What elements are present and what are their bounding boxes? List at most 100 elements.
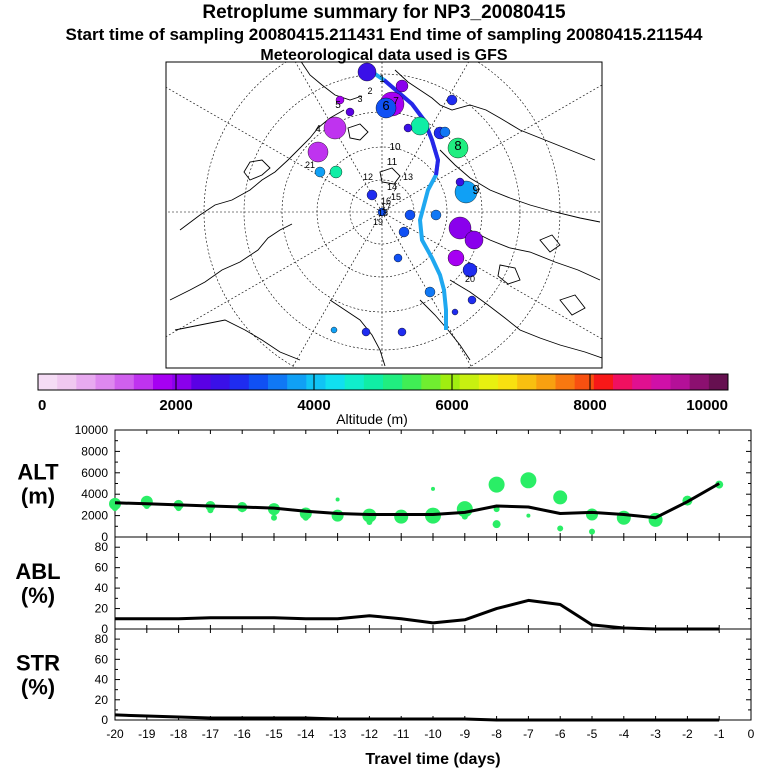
colorbar-cell (670, 374, 691, 390)
trajectory-point (430, 209, 442, 221)
y-axis-label: ALT (17, 460, 59, 485)
colorbar-cell (95, 374, 116, 390)
y-tick-label: 8000 (81, 444, 108, 458)
colorbar-cell (76, 374, 96, 390)
trajectory-day-label: 21 (305, 160, 315, 170)
colorbar-cell (517, 374, 537, 390)
trajectory-day-label: 19 (373, 217, 383, 227)
trajectory-day-label: 12 (363, 172, 373, 182)
y-tick-label: 4000 (81, 487, 108, 501)
colorbar-cell (229, 374, 250, 390)
altitude-scatter-point (589, 528, 595, 535)
y-tick-label: 6000 (81, 466, 108, 480)
coastlines (169, 62, 602, 367)
colorbar-cell (613, 374, 633, 390)
series-line-str (114, 713, 720, 722)
x-axis-label: Travel time (days) (365, 751, 500, 768)
y-tick-label: 60 (95, 561, 109, 575)
y-tick-label: 80 (95, 632, 109, 646)
y-axis-label: (m) (21, 484, 55, 509)
trajectory-day-label: 9 (472, 182, 479, 197)
colorbar-cell (38, 374, 58, 390)
x-tick-label: -10 (424, 727, 442, 741)
y-tick-label: 60 (95, 652, 109, 666)
x-tick-label: -1 (714, 727, 725, 741)
trajectory-point (467, 295, 477, 305)
y-tick-label: 20 (95, 693, 109, 707)
altitude-scatter-point (586, 508, 598, 521)
altitude-scatter-point (553, 490, 568, 505)
trajectory-day-label: 4 (315, 124, 321, 135)
x-tick-label: 0 (748, 727, 755, 741)
y-tick-label: 80 (95, 540, 109, 554)
altitude-scatter-point (112, 505, 118, 512)
x-tick-label: -12 (361, 727, 379, 741)
x-tick-label: -18 (170, 727, 188, 741)
altitude-scatter-point (335, 497, 340, 502)
colorbar-cell (478, 374, 499, 390)
colorbar-cell (440, 374, 461, 390)
panel-frame (114, 536, 752, 630)
trajectory-point (329, 165, 343, 179)
trajectory-point (395, 79, 409, 93)
sampling-time-line: Start time of sampling 20080415.211431 E… (65, 25, 703, 44)
colorbar-cell (248, 374, 269, 390)
y-tick-label: 40 (95, 581, 109, 595)
altitude-scatter-point (488, 476, 505, 493)
y-axis-label: (%) (21, 675, 55, 700)
colorbar-cell (536, 374, 556, 390)
trajectory-point (462, 262, 478, 278)
trajectory-point (393, 253, 403, 263)
meridian-line (381, 62, 469, 213)
colorbar-cell (172, 374, 192, 390)
trajectory-day-label: 10 (389, 142, 401, 153)
altitude-scatter-point (557, 525, 564, 532)
trajectory-point (375, 97, 397, 119)
colorbar-tick-label: 10000 (686, 397, 728, 414)
trajectory-point (447, 137, 469, 159)
x-tick-label: -20 (106, 727, 124, 741)
colorbar-cell (498, 374, 518, 390)
altitude-scatter-point (492, 520, 501, 529)
colorbar-tick-label: 2000 (159, 397, 192, 414)
colorbar-tick-label: 6000 (435, 397, 468, 414)
trajectory-day-label: 8 (454, 138, 461, 153)
trajectory-point (397, 327, 407, 337)
x-tick-label: -14 (297, 727, 315, 741)
y-tick-label: 10000 (75, 423, 109, 437)
meridian-line (295, 62, 383, 213)
meridian-line (381, 84, 602, 213)
x-tick-label: -5 (587, 727, 598, 741)
meridian-line (166, 86, 383, 213)
panel-abl: 0 20 40 60 80 ABL(%) (15, 536, 752, 636)
trajectory-point (424, 286, 436, 298)
altitude-colorbar: 0 2000 4000 6000 8000 10000 Altitude (m) (37, 373, 729, 427)
trajectory-day-label: 15 (391, 192, 401, 202)
colorbar-cell (268, 374, 288, 390)
y-axis-label: ABL (15, 559, 60, 584)
trajectory-point (448, 216, 472, 240)
y-tick-label: 0 (101, 530, 108, 544)
trajectory-day-label: 17 (381, 202, 391, 212)
x-tick-label: -15 (265, 727, 283, 741)
trajectory-point (314, 166, 326, 178)
colorbar-cell (363, 374, 384, 390)
altitude-scatter-point (207, 507, 214, 514)
colorbar-cell (459, 374, 480, 390)
altitude-scatter-point (398, 516, 405, 523)
trajectory-day-label: 18 (378, 208, 388, 218)
trajectory-day-label: 16 (381, 196, 391, 206)
y-tick-label: 0 (101, 622, 108, 636)
x-tick-label: -11 (393, 727, 410, 741)
trajectory-point (447, 249, 465, 267)
trajectory-point (404, 209, 416, 221)
colorbar-tick-label: 8000 (573, 397, 606, 414)
altitude-scatter-point (526, 513, 531, 518)
trajectory-day-label: 14 (387, 182, 397, 192)
y-tick-label: 20 (95, 602, 109, 616)
trajectory-point (361, 327, 371, 337)
colorbar-cell (344, 374, 365, 390)
trajectory-day-label: 11 (387, 157, 398, 168)
